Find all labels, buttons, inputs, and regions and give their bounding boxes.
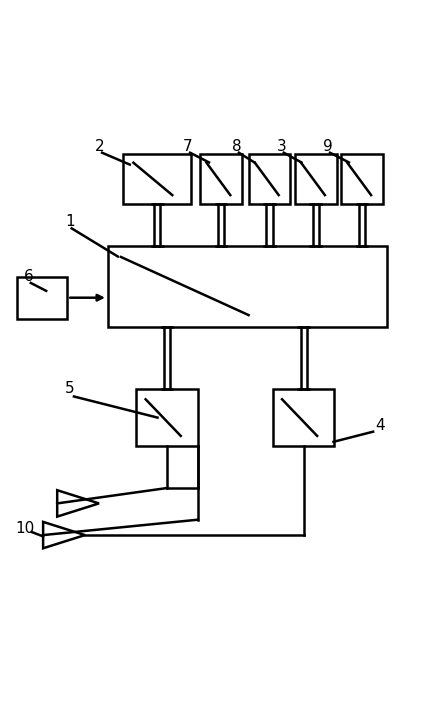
Text: 9: 9 bbox=[323, 140, 333, 155]
Text: 6: 6 bbox=[24, 269, 34, 284]
Bar bbox=[17, 277, 67, 318]
Bar bbox=[341, 154, 383, 204]
Text: 4: 4 bbox=[375, 418, 385, 433]
Text: 10: 10 bbox=[15, 521, 35, 536]
Text: 1: 1 bbox=[65, 214, 75, 229]
Bar bbox=[108, 246, 387, 328]
Bar bbox=[249, 154, 290, 204]
Text: 2: 2 bbox=[95, 140, 104, 155]
Text: 7: 7 bbox=[183, 140, 192, 155]
Bar bbox=[295, 154, 337, 204]
Bar bbox=[273, 389, 334, 446]
Text: 5: 5 bbox=[65, 382, 75, 397]
Text: 3: 3 bbox=[277, 140, 287, 155]
Bar bbox=[200, 154, 242, 204]
Text: 8: 8 bbox=[232, 140, 242, 155]
Bar bbox=[136, 389, 198, 446]
Bar bbox=[123, 154, 191, 204]
